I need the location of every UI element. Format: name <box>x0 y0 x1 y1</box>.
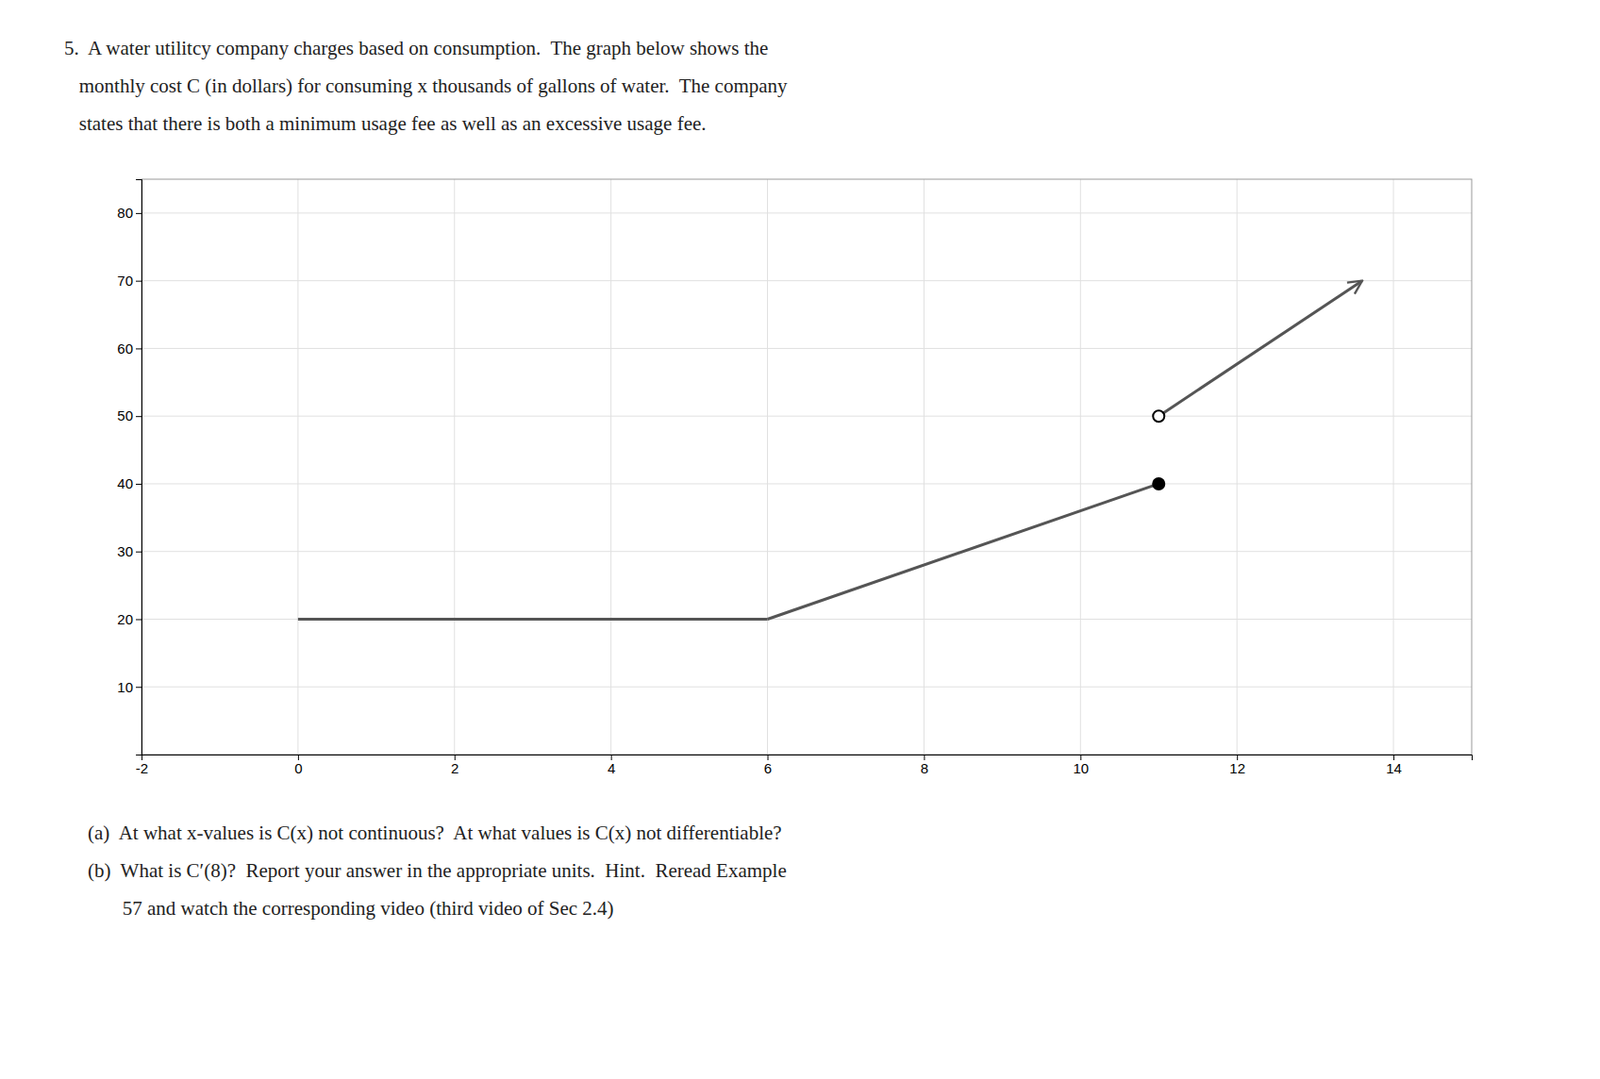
tick-label: 50 <box>116 407 134 424</box>
filled-dot <box>1152 478 1165 490</box>
grid-line <box>141 348 1472 350</box>
grid-line <box>141 618 1472 620</box>
plot-frame <box>141 179 1472 755</box>
grid-line <box>141 686 1472 688</box>
plot: -2 0 2 4 6 8 10 12 14 10 20 30 40 50 60 70 80 <box>116 179 1472 777</box>
chart: 5. A water utilitcy company charges base… <box>0 0 1600 1079</box>
tick-label: 4 <box>607 760 616 777</box>
tick-label: 70 <box>116 272 134 289</box>
tick-mark <box>135 416 142 417</box>
grid <box>141 179 1472 755</box>
title-line: 5. A water utilitcy company charges base… <box>64 36 768 60</box>
grid-line <box>141 550 1472 552</box>
line-segment <box>298 617 768 621</box>
tick: 4 <box>607 754 616 777</box>
tick-mark <box>135 213 142 215</box>
tick: 12 <box>1229 754 1246 777</box>
line-segment <box>1158 281 1363 417</box>
tick: 0 <box>294 754 302 777</box>
tick: 10 <box>1072 754 1089 777</box>
tick-mark <box>135 483 142 485</box>
x-axis: -2 0 2 4 6 8 10 12 14 <box>135 754 1473 777</box>
grid-line <box>141 280 1472 282</box>
tick-label: 0 <box>294 760 302 777</box>
annotation: 57 and watch the corresponding video (th… <box>87 897 615 920</box>
grid-line <box>141 212 1472 214</box>
tick: 10 <box>116 679 142 696</box>
marks <box>298 281 1363 620</box>
tick-label: 12 <box>1229 760 1246 777</box>
tick-label: 60 <box>116 340 134 357</box>
tick-label: 80 <box>116 204 134 221</box>
tick-label: 30 <box>116 543 134 560</box>
tick-label: 8 <box>920 760 929 777</box>
tick-label: 20 <box>116 611 134 628</box>
tick-label: 40 <box>116 475 134 492</box>
tick: 70 <box>116 272 142 289</box>
tick-mark <box>135 281 142 283</box>
grid-line <box>1393 179 1395 755</box>
y-axis: 10 20 30 40 50 60 70 80 <box>116 180 142 756</box>
title: 5. A water utilitcy company charges base… <box>64 36 788 135</box>
tick: 80 <box>116 204 142 221</box>
tick: 60 <box>116 340 142 357</box>
grid-line <box>610 179 612 755</box>
tick: 6 <box>764 754 772 777</box>
tick-mark <box>135 348 142 350</box>
grid-line <box>141 416 1472 417</box>
annotation: (b) What is C′(8)? Report your answer in… <box>87 859 787 883</box>
grid-line <box>1080 179 1082 755</box>
tick-label: 2 <box>450 760 459 777</box>
tick: 40 <box>116 475 142 492</box>
tick-label: 10 <box>1072 760 1089 777</box>
tick: -2 <box>135 754 149 777</box>
title-line: states that there is both a minimum usag… <box>64 112 707 135</box>
title-line: monthly cost C (in dollars) for consumin… <box>64 74 788 98</box>
axis-line <box>142 755 1473 762</box>
tick: 50 <box>116 407 142 424</box>
grid-line <box>297 179 299 755</box>
tick: 8 <box>920 754 929 777</box>
tick-label: -2 <box>135 760 149 777</box>
tick-label: 10 <box>116 679 134 696</box>
tick: 30 <box>116 543 142 560</box>
line-segment <box>767 483 1160 620</box>
tick: 2 <box>450 754 459 777</box>
tick-label: 6 <box>764 760 772 777</box>
annotations: (a) At what x-values is C(x) not continu… <box>87 821 787 920</box>
tick-mark <box>135 551 142 553</box>
annotation: (a) At what x-values is C(x) not continu… <box>87 821 783 845</box>
tick: 20 <box>116 611 142 628</box>
grid-line <box>453 179 455 755</box>
tick-label: 14 <box>1385 760 1402 777</box>
grid-line <box>141 483 1472 484</box>
grid-line <box>923 179 925 755</box>
tick: 14 <box>1385 754 1402 777</box>
tick-mark <box>135 618 142 620</box>
grid-line <box>766 179 768 755</box>
axis-line <box>135 180 143 756</box>
open-dot <box>1152 410 1165 422</box>
grid-line <box>1236 179 1238 755</box>
tick-mark <box>135 686 142 688</box>
